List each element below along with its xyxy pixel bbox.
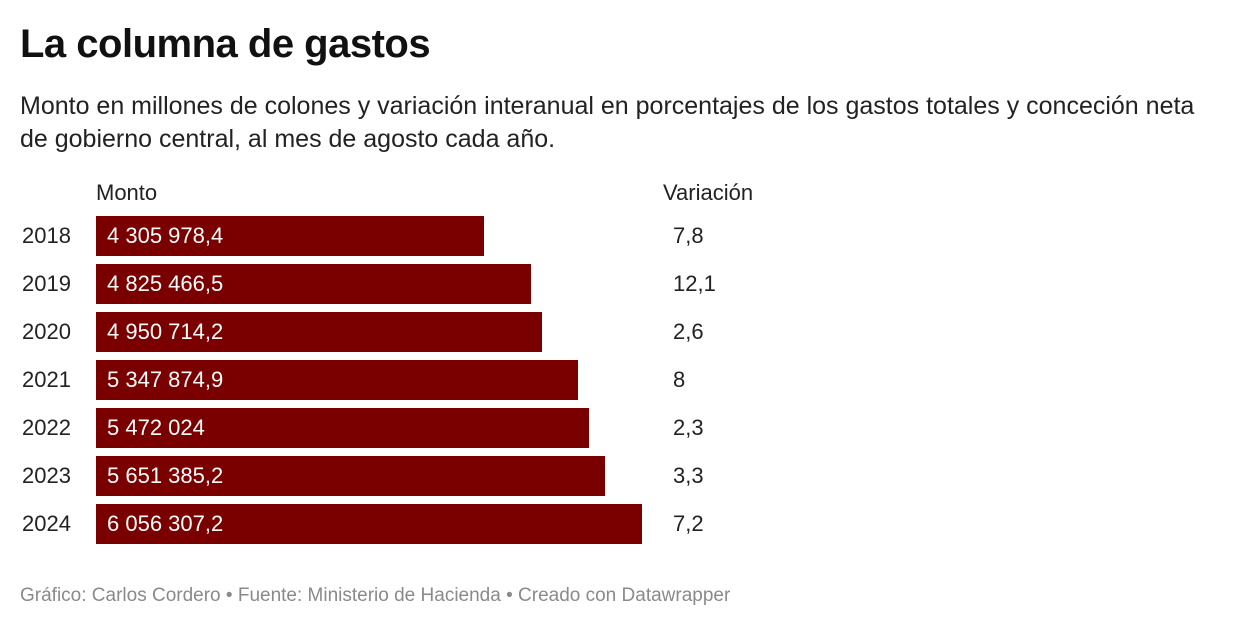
bar-row: 2019 4 825 466,5 12,1 [0, 264, 1240, 304]
variation-value: 2,6 [673, 319, 704, 344]
amount-value-label: 6 056 307,2 [107, 511, 224, 536]
bar-row: 2024 6 056 307,2 7,2 [0, 504, 1240, 544]
year-label: 2019 [22, 271, 71, 296]
chart-subtitle: Monto en millones de colones y variación… [20, 92, 1195, 153]
bar-row: 2022 5 472 024 2,3 [0, 408, 1240, 448]
year-label: 2023 [22, 463, 71, 488]
amount-bar: 4 825 466,5 [96, 264, 531, 304]
amount-value-label: 4 305 978,4 [107, 223, 224, 248]
amount-bar: 4 305 978,4 [96, 216, 484, 256]
amount-value-label: 4 950 714,2 [107, 319, 224, 344]
amount-bar: 5 472 024 [96, 408, 589, 448]
year-label: 2018 [22, 223, 71, 248]
variation-value: 2,3 [673, 415, 704, 440]
amount-value-label: 5 347 874,9 [107, 367, 224, 392]
year-label: 2021 [22, 367, 71, 392]
variation-value: 7,2 [673, 511, 704, 536]
bar-row: 2018 4 305 978,4 7,8 [0, 216, 1240, 256]
amount-bar: 6 056 307,2 [96, 504, 642, 544]
amount-bar: 5 651 385,2 [96, 456, 605, 496]
amount-value-label: 5 651 385,2 [107, 463, 224, 488]
bar-row: 2020 4 950 714,2 2,6 [0, 312, 1240, 352]
chart-title: La columna de gastos [20, 22, 431, 66]
amount-value-label: 5 472 024 [107, 415, 205, 440]
year-label: 2022 [22, 415, 71, 440]
variation-value: 8 [673, 367, 686, 392]
variation-value: 7,8 [673, 223, 704, 248]
variation-value: 12,1 [673, 271, 716, 296]
amount-bar: 4 950 714,2 [96, 312, 542, 352]
chart-footer: Gráfico: Carlos Cordero • Fuente: Minist… [20, 585, 731, 606]
change-column-header: Variación [663, 180, 754, 205]
amount-value-label: 4 825 466,5 [107, 271, 224, 296]
year-label: 2024 [22, 511, 71, 536]
amount-column-header: Monto [96, 180, 158, 205]
amount-bar: 5 347 874,9 [96, 360, 578, 400]
bar-row: 2023 5 651 385,2 3,3 [0, 456, 1240, 496]
bar-row: 2021 5 347 874,9 8 [0, 360, 1240, 400]
year-label: 2020 [22, 319, 71, 344]
variation-value: 3,3 [673, 463, 704, 488]
